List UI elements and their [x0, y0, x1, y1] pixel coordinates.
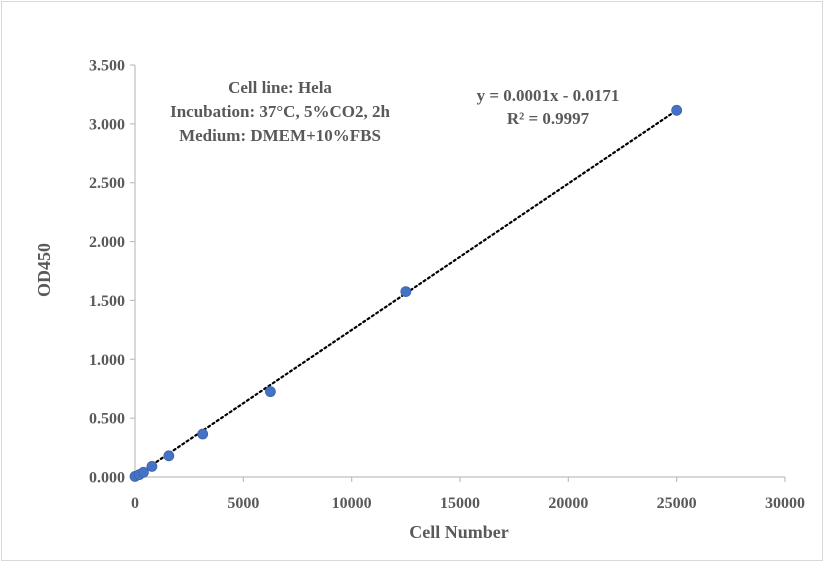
- y-tick-label: 2.500: [89, 175, 125, 192]
- y-tick-label: 1.000: [89, 352, 125, 369]
- x-axis-title: Cell Number: [409, 522, 508, 542]
- x-tick-label: 30000: [765, 495, 805, 512]
- r-squared-label: R² = 0.9997: [507, 109, 590, 128]
- x-tick-label: 25000: [657, 495, 697, 512]
- y-axis-title: OD450: [34, 243, 54, 297]
- condition-medium: Medium: DMEM+10%FBS: [179, 126, 381, 145]
- y-tick-label: 3.000: [89, 116, 125, 133]
- data-point: [197, 428, 209, 440]
- x-tick-label: 10000: [332, 495, 372, 512]
- data-point: [146, 461, 158, 472]
- x-tick-label: 15000: [440, 495, 480, 512]
- data-point: [671, 104, 683, 116]
- data-point: [265, 386, 276, 398]
- x-tick-label: 20000: [548, 495, 588, 512]
- data-point: [400, 286, 412, 298]
- y-tick-label: 1.500: [89, 293, 125, 310]
- x-axis: 0 5000 10000 15000 20000 25000 30000: [131, 476, 805, 512]
- y-axis: 0.000 0.500 1.000 1.500 2.000 2.500 3.000 3.500: [89, 58, 136, 487]
- data-point: [163, 450, 175, 462]
- y-tick-label: 0.000: [89, 470, 125, 487]
- condition-incubation: Incubation: 37°C, 5%CO2, 2h: [170, 102, 390, 121]
- condition-cell-line: Cell line: Hela: [228, 78, 332, 97]
- trendline-equation: y = 0.0001x - 0.0171: [477, 86, 620, 105]
- data-point: [138, 466, 149, 478]
- x-tick-label: 5000: [227, 495, 259, 512]
- y-tick-label: 2.000: [89, 234, 125, 251]
- y-tick-label: 3.500: [89, 58, 125, 75]
- y-tick-label: 0.500: [89, 411, 125, 428]
- x-tick-label: 0: [131, 495, 139, 512]
